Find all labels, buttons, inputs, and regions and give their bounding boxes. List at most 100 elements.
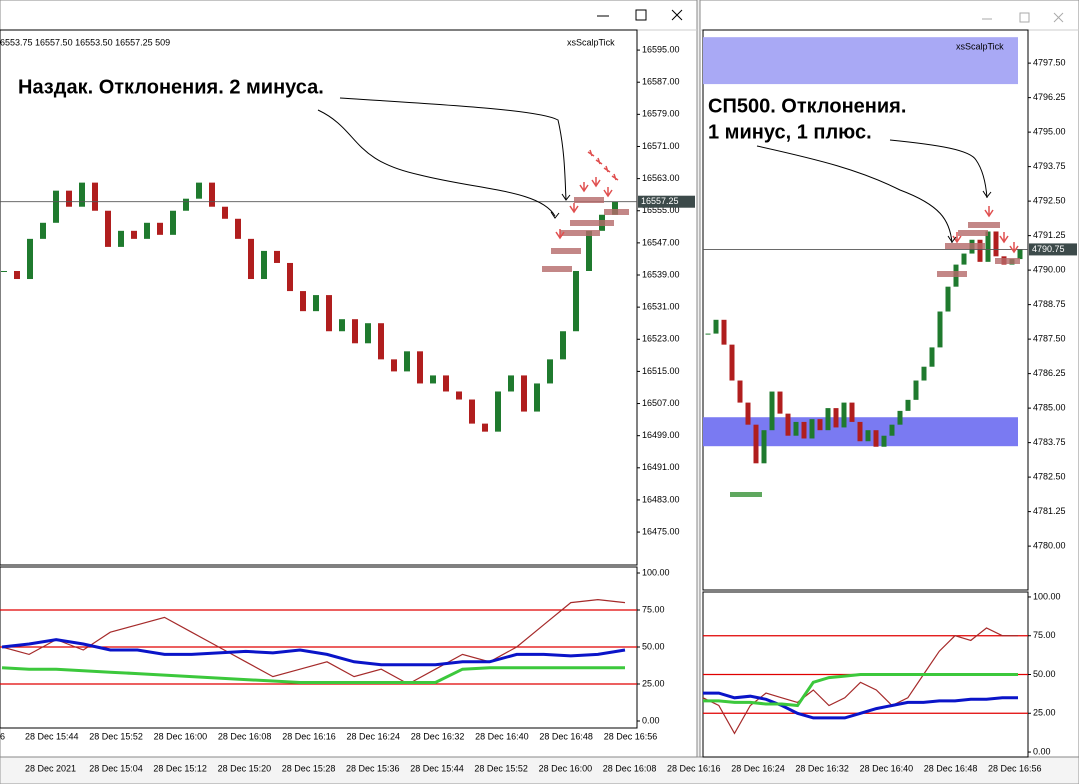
- indicator-name: xsScalpTick: [956, 41, 1004, 51]
- osc-tick-label: 0.00: [642, 715, 660, 725]
- candle-body: [985, 231, 991, 262]
- candle-body: [131, 230, 137, 239]
- x-tick-label: 6: [0, 731, 5, 741]
- candle-body: [404, 351, 410, 372]
- x-tick-label: 28 Dec 16:32: [795, 763, 849, 773]
- maximize-button[interactable]: [1019, 12, 1030, 23]
- y-tick-label: 4792.50: [1033, 195, 1066, 205]
- candle-body: [300, 291, 306, 312]
- candle-body: [937, 311, 943, 348]
- y-tick-label: 4797.50: [1033, 57, 1066, 67]
- zone: [703, 37, 1018, 85]
- y-tick-label: 16563.00: [642, 173, 680, 183]
- candle-body: [785, 413, 791, 436]
- candle-body: [737, 380, 743, 403]
- x-tick-label: 28 Dec 2021: [25, 763, 76, 773]
- y-tick-label: 4783.75: [1033, 437, 1066, 447]
- osc-tick-label: 75.00: [1033, 630, 1056, 640]
- x-tick-label: 28 Dec 16:32: [411, 731, 465, 741]
- candle-body: [573, 270, 579, 332]
- candle-body: [66, 190, 72, 207]
- candle-body: [769, 391, 775, 431]
- candle-body: [508, 375, 514, 392]
- candle-body: [841, 402, 847, 428]
- candle-body: [118, 230, 124, 247]
- candle-body: [945, 286, 951, 312]
- candle-body: [495, 391, 501, 432]
- candle-body: [417, 351, 423, 384]
- osc-line: [1, 638, 626, 667]
- y-tick-label: 4795.00: [1033, 126, 1066, 136]
- candle-body: [170, 210, 176, 235]
- candle-body: [443, 375, 449, 392]
- y-tick-label: 16475.00: [642, 526, 680, 536]
- candle-body: [761, 430, 767, 464]
- y-tick-label: 4787.50: [1033, 333, 1066, 343]
- candle-body: [313, 295, 319, 312]
- candle-body: [897, 410, 903, 425]
- candle-body: [547, 359, 553, 384]
- osc-line: [1, 666, 625, 684]
- candle-body: [729, 344, 735, 381]
- candle-body: [833, 408, 839, 428]
- candle-body: [482, 423, 488, 432]
- x-tick-label: 28 Dec 15:52: [89, 731, 143, 741]
- y-tick-label: 16507.00: [642, 398, 680, 408]
- candle-body: [235, 218, 241, 239]
- level-marker: [730, 492, 762, 497]
- osc-tick-label: 25.00: [1033, 708, 1056, 718]
- candle-body: [1, 270, 7, 272]
- candle-body: [612, 201, 618, 215]
- y-tick-label: 16499.00: [642, 430, 680, 440]
- osc-tick-label: 0.00: [1033, 746, 1051, 756]
- current-price-label: 4790.75: [1032, 244, 1065, 254]
- candle-body: [469, 399, 475, 424]
- y-tick-label: 16555.00: [642, 205, 680, 215]
- candle-body: [921, 366, 927, 381]
- x-tick-label: 28 Dec 15:52: [474, 763, 528, 773]
- candle-body: [196, 182, 202, 199]
- candle-body: [560, 331, 566, 360]
- candle-body: [721, 319, 727, 345]
- current-price-box: [638, 195, 695, 208]
- candle-body: [889, 424, 895, 436]
- price-info: 6553.75 16557.50 16553.50 16557.25 509: [0, 37, 170, 47]
- candle-body: [92, 182, 98, 211]
- candle-body: [248, 238, 254, 280]
- osc-line: [703, 673, 1018, 708]
- x-tick-label: 28 Dec 15:44: [410, 763, 464, 773]
- candle-body: [857, 421, 863, 442]
- osc-tick-label: 100.00: [642, 567, 670, 577]
- x-tick-label: 28 Dec 15:20: [218, 763, 272, 773]
- x-tick-label: 28 Dec 16:08: [218, 731, 272, 741]
- x-tick-label: 28 Dec 16:48: [924, 763, 978, 773]
- y-tick-label: 4781.25: [1033, 506, 1066, 516]
- y-tick-label: 16531.00: [642, 302, 680, 312]
- candle-body: [993, 231, 999, 257]
- x-tick-label: 28 Dec 16:16: [667, 763, 721, 773]
- maximize-button[interactable]: [635, 9, 647, 21]
- x-tick-label: 28 Dec 15:28: [282, 763, 336, 773]
- y-tick-label: 16515.00: [642, 366, 680, 376]
- x-tick-label: 28 Dec 15:44: [25, 731, 79, 741]
- candle-body: [365, 323, 371, 344]
- candle-body: [825, 408, 831, 431]
- osc-line: [703, 691, 1018, 720]
- x-tick-label: 28 Dec 16:56: [988, 763, 1042, 773]
- y-tick-label: 16571.00: [642, 141, 680, 151]
- x-tick-label: 28 Dec 16:08: [603, 763, 657, 773]
- y-tick-label: 4788.75: [1033, 299, 1066, 309]
- y-tick-label: 16523.00: [642, 334, 680, 344]
- x-tick-label: 28 Dec 16:40: [860, 763, 914, 773]
- annotation-arrows: [317, 97, 992, 244]
- annotation: СП500. Отклонения.: [708, 95, 906, 117]
- indicator-name: xsScalpTick: [567, 37, 615, 47]
- y-tick-label: 16595.00: [642, 44, 680, 54]
- annotation: Наздак. Отклонения. 2 минуса.: [18, 76, 324, 98]
- close-button[interactable]: [671, 9, 683, 21]
- candle-body: [705, 333, 711, 335]
- x-tick-label: 28 Dec 15:36: [346, 763, 400, 773]
- candle-body: [144, 222, 150, 239]
- y-tick-label: 4782.50: [1033, 471, 1066, 481]
- close-button[interactable]: [1053, 12, 1064, 23]
